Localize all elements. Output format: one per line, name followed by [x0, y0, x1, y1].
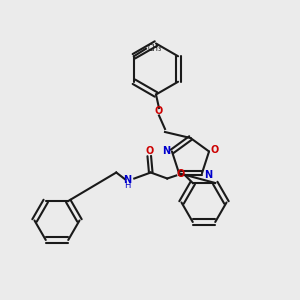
Text: N: N	[162, 146, 170, 156]
Text: O: O	[177, 169, 185, 179]
Text: O: O	[145, 146, 153, 156]
Text: H: H	[124, 181, 131, 190]
Text: CH₃: CH₃	[147, 44, 161, 53]
Text: O: O	[210, 145, 219, 155]
Text: N: N	[205, 170, 213, 180]
Text: N: N	[124, 175, 132, 185]
Text: O: O	[155, 106, 163, 116]
